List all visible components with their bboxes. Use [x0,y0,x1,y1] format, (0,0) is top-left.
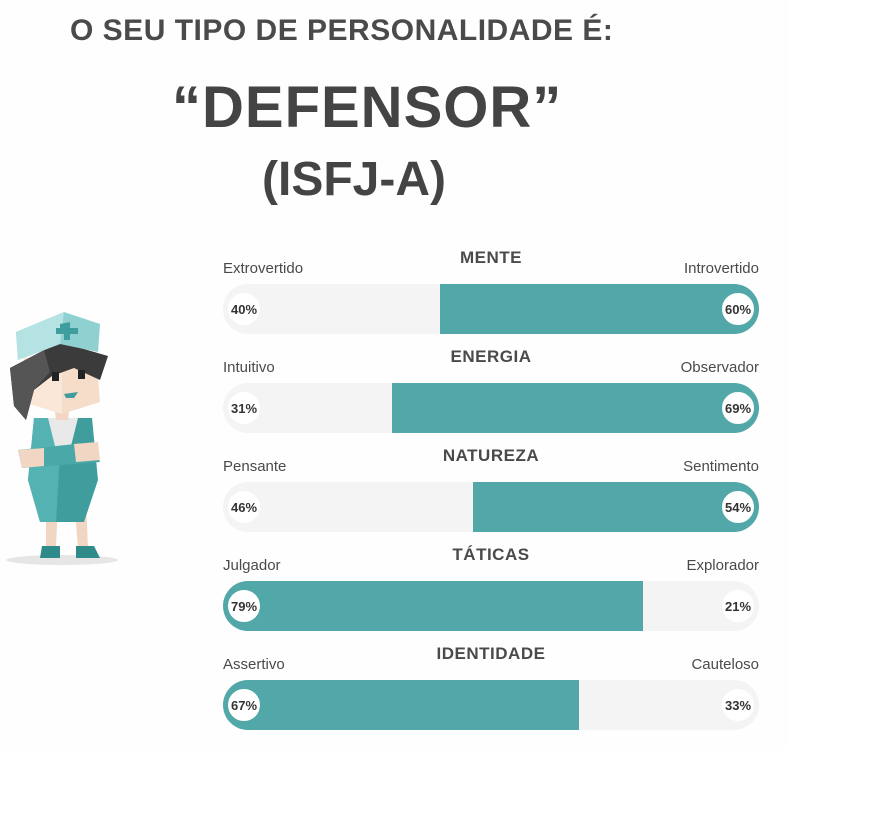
trait-bar [223,383,759,433]
right-percent: 33% [718,685,758,725]
left-percent: 46% [224,487,264,527]
trait-nature: NATUREZA Pensante Sentimento 46% 54% [223,446,759,536]
trait-identity: IDENTIDADE Assertivo Cauteloso 67% 33% [223,644,759,734]
right-label: Explorador [686,557,759,574]
trait-bar [223,680,759,730]
right-percent: 21% [718,586,758,626]
left-label: Extrovertido [223,260,304,277]
trait-title: MENTE [460,248,522,267]
trait-mind: MENTE Extrovertido Introvertido 40% 60% [223,248,759,338]
trait-bar [223,581,759,631]
nurse-character-icon [6,312,118,565]
bar-fill [440,284,759,334]
trait-bar [223,284,759,334]
right-label: Observador [680,359,759,376]
trait-title: TÁTICAS [452,545,530,564]
right-label: Sentimento [683,458,759,475]
right-percent: 69% [718,388,758,428]
personality-type-name: “DEFENSOR” [172,75,563,140]
personality-type-code: (ISFJ-A) [262,153,446,206]
left-percent: 67% [224,685,264,725]
bar-fill [392,383,759,433]
trait-title: ENERGIA [450,347,532,366]
left-percent: 40% [224,289,264,329]
trait-tactics: TÁTICAS Julgador Explorador 79% 21% [223,545,759,635]
bar-fill [473,482,759,532]
left-label: Assertivo [223,656,285,673]
left-label: Julgador [223,557,281,574]
left-percent: 31% [224,388,264,428]
right-label: Introvertido [683,260,759,277]
page-heading: O SEU TIPO DE PERSONALIDADE É: [70,14,614,47]
right-percent: 54% [718,487,758,527]
left-label: Pensante [223,458,287,475]
trait-title: IDENTIDADE [436,644,546,663]
trait-energy: ENERGIA Intuitivo Observador 31% 69% [223,347,759,437]
bar-fill [223,581,643,631]
bar-fill [223,680,579,730]
right-percent: 60% [718,289,758,329]
trait-bar [223,482,759,532]
trait-title: NATUREZA [442,446,540,465]
left-label: Intuitivo [223,359,275,376]
left-percent: 79% [224,586,264,626]
result-panel: O SEU TIPO DE PERSONALIDADE É: “DEFENSOR… [6,14,759,734]
right-label: Cauteloso [691,656,759,673]
